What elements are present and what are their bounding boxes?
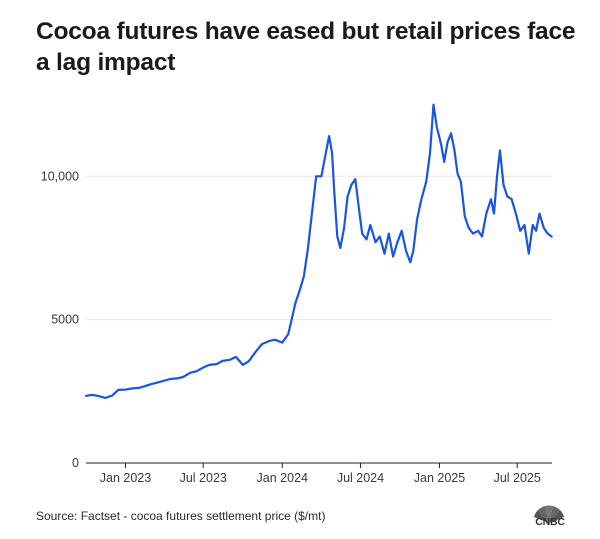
- y-tick-label: 10,000: [41, 169, 79, 183]
- cnbc-peacock-logo: [534, 505, 564, 523]
- y-tick-label: 5000: [51, 313, 79, 327]
- logo-wordmark: CNBC: [535, 516, 565, 528]
- x-tick-label: Jul 2025: [494, 471, 541, 485]
- x-tick-label: Jan 2023: [100, 471, 151, 485]
- x-tick-label: Jul 2023: [180, 471, 227, 485]
- x-tick-label: Jul 2024: [337, 471, 384, 485]
- y-tick-label: 0: [72, 456, 79, 470]
- x-tick-label: Jan 2025: [414, 471, 465, 485]
- price-line: [84, 103, 553, 399]
- source-note: Source: Factset - cocoa futures settleme…: [36, 509, 326, 523]
- chart-title: Cocoa futures have eased but retail pric…: [36, 18, 576, 76]
- x-tick-label: Jan 2024: [257, 471, 308, 485]
